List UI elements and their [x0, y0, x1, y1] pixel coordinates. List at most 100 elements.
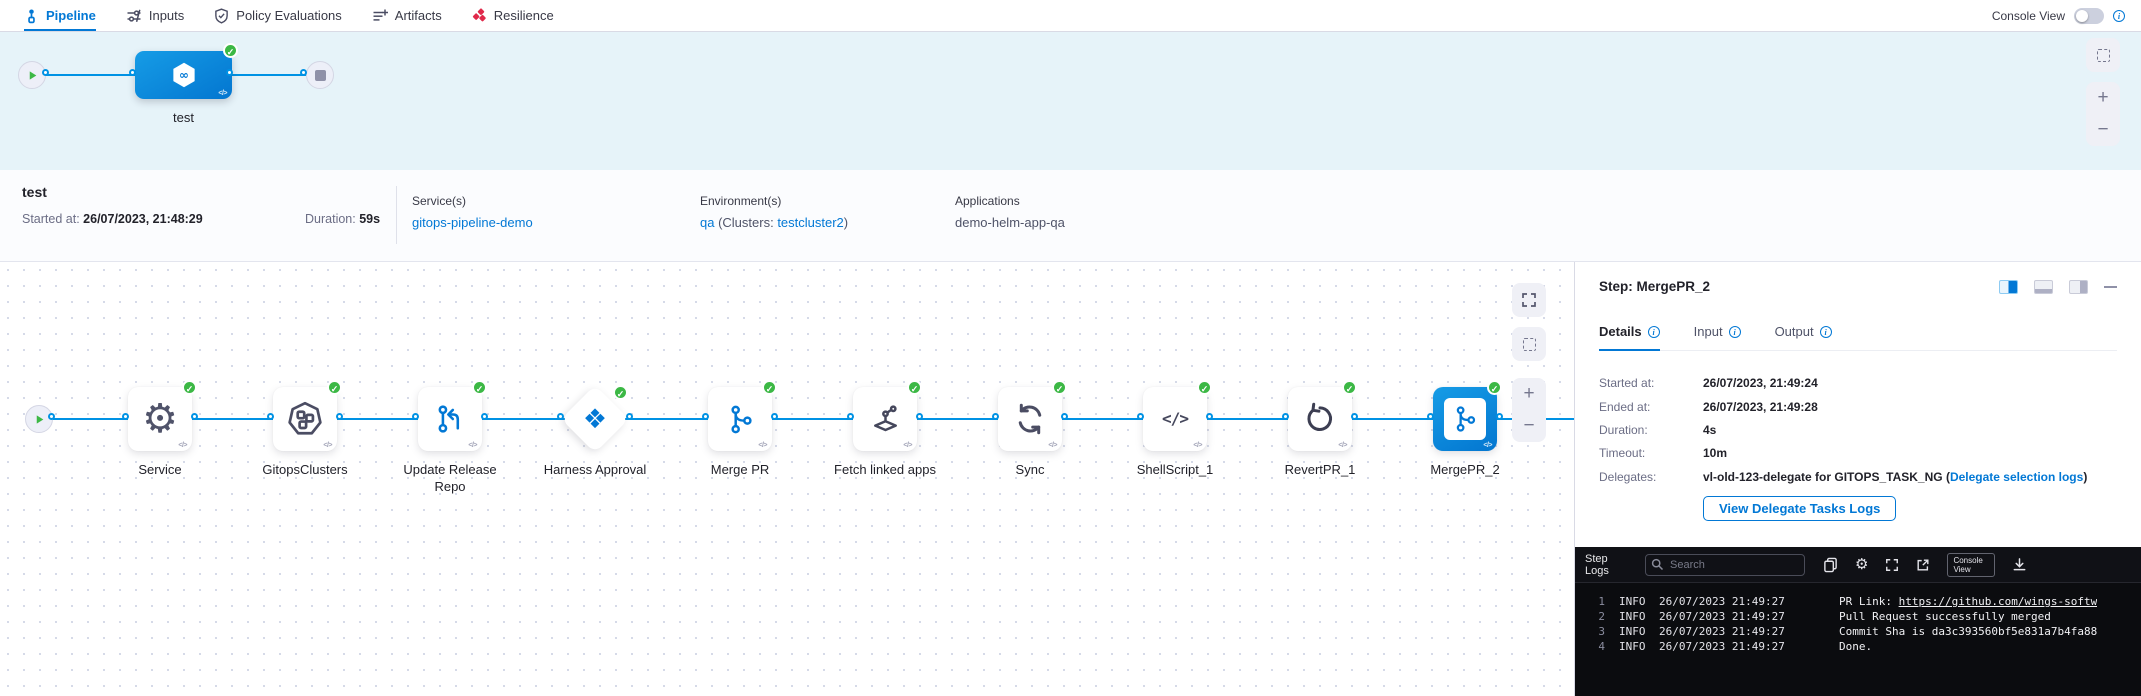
- step-node-mergepr-2[interactable]: ✓ </> MergePR_2: [1427, 380, 1503, 477]
- gear-icon: ⚙: [142, 396, 178, 442]
- tab-policy-evaluations[interactable]: Policy Evaluations: [214, 0, 342, 31]
- expand-fullscreen-icon[interactable]: [1885, 558, 1899, 572]
- step-node-harness-approval[interactable]: ❖ ✓ Harness Approval: [544, 385, 646, 477]
- multi-select-button[interactable]: [1512, 327, 1546, 361]
- log-row: 4 INFO 26/07/2023 21:49:27 Done.: [1598, 640, 1873, 653]
- zoom-in-button[interactable]: +: [1523, 383, 1535, 404]
- search-icon: [1651, 558, 1664, 570]
- connector-dot: [129, 69, 136, 76]
- step-node-sync[interactable]: ✓ </> Sync: [992, 380, 1068, 477]
- step-node-revertpr-1[interactable]: ✓ </> RevertPR_1: [1282, 380, 1358, 477]
- clusters-text-end: ): [843, 215, 849, 230]
- code-icon: </>: [1193, 442, 1202, 449]
- environment-link[interactable]: qa: [700, 215, 715, 230]
- node-label: Merge PR: [710, 462, 770, 477]
- connector-dot: [481, 413, 488, 420]
- connector-dot: [557, 413, 564, 420]
- connector-dot: [916, 413, 923, 420]
- code-icon: </>: [468, 442, 477, 449]
- applications-label: Applications: [955, 194, 1020, 208]
- minimize-panel-icon[interactable]: [2104, 286, 2117, 288]
- node-label: Harness Approval: [543, 462, 647, 477]
- success-check-icon: ✓: [762, 380, 777, 395]
- detail-row-timeout: Timeout: 10m: [1599, 446, 1728, 460]
- stage-node-test[interactable]: ∞ ✓ </>: [135, 43, 238, 99]
- started-at: Started at: 26/07/2023, 21:48:29: [22, 212, 203, 226]
- step-node-fetch-linked-apps[interactable]: ✓ </> Fetch linked apps: [834, 380, 936, 477]
- delegate-selection-logs-link[interactable]: Delegate selection logs: [1949, 470, 2084, 484]
- fullscreen-button[interactable]: [1512, 283, 1546, 317]
- marquee-icon: [1522, 337, 1536, 351]
- download-logs-icon[interactable]: [2012, 557, 2027, 572]
- code-icon: </>: [218, 90, 227, 97]
- play-icon: [29, 70, 36, 80]
- info-icon[interactable]: [1819, 325, 1832, 338]
- multi-select-button[interactable]: [2086, 38, 2120, 72]
- node-label: ShellScript_1: [1136, 462, 1214, 477]
- tab-output[interactable]: Output: [1775, 322, 1832, 351]
- console-view-toggle[interactable]: [2074, 8, 2104, 24]
- service-link[interactable]: gitops-pipeline-demo: [412, 215, 533, 230]
- tab-input[interactable]: Input: [1694, 322, 1741, 351]
- cluster-link[interactable]: testcluster2: [777, 215, 844, 230]
- step-node-shellscript-1[interactable]: </> ✓ </> ShellScript_1: [1137, 380, 1213, 477]
- node-label: Service: [138, 462, 182, 477]
- tab-label: Policy Evaluations: [236, 8, 342, 23]
- execution-graph-canvas[interactable]: ⚙ ✓ </> Service ✓ </> GitopsClusters ✓ <…: [0, 262, 1574, 696]
- play-icon: [36, 414, 43, 424]
- layout-right-split-icon[interactable]: [1999, 280, 2018, 294]
- step-node-service[interactable]: ⚙ ✓ </> Service: [122, 380, 198, 477]
- layout-bottom-icon[interactable]: [2034, 280, 2053, 294]
- stop-icon: [314, 69, 326, 81]
- code-icon: </>: [903, 442, 912, 449]
- console-view-button[interactable]: Console View: [1947, 552, 1996, 577]
- tab-pipeline[interactable]: Pipeline: [24, 0, 96, 31]
- success-check-icon: ✓: [472, 380, 487, 395]
- svg-text:∞: ∞: [179, 68, 189, 82]
- search-input[interactable]: [1645, 553, 1805, 576]
- info-icon[interactable]: [1728, 325, 1741, 338]
- stage-zoom-controls: + −: [2086, 82, 2120, 146]
- node-label: Sync: [1015, 462, 1045, 477]
- zoom-in-button[interactable]: +: [2097, 87, 2109, 108]
- tab-details[interactable]: Details: [1599, 322, 1660, 351]
- fetch-linked-apps-icon: [873, 404, 897, 431]
- environments-label: Environment(s): [700, 194, 782, 208]
- connector-dot: [702, 413, 709, 420]
- clusters-text: (Clusters:: [714, 215, 778, 230]
- connector-dot: [48, 413, 55, 420]
- copy-icon[interactable]: [1823, 557, 1838, 573]
- step-node-gitopsclusters[interactable]: ✓ </> GitopsClusters: [262, 380, 348, 477]
- console-actions: ⚙ Console View: [1823, 552, 2027, 577]
- tab-artifacts[interactable]: Artifacts: [372, 0, 442, 31]
- connector-dot: [412, 413, 419, 420]
- view-delegate-tasks-logs-button[interactable]: View Delegate Tasks Logs: [1703, 496, 1897, 521]
- step-node-merge-pr[interactable]: ✓ </> Merge PR: [702, 380, 778, 477]
- applications-column: Applications demo-helm-app-qa: [955, 194, 1065, 230]
- code-icon: </>: [323, 442, 332, 449]
- step-node-update-release-repo[interactable]: ✓ </> Update Release Repo: [403, 380, 497, 494]
- step-panel-tabs: Details Input Output: [1599, 322, 2117, 351]
- log-row: 2 INFO 26/07/2023 21:49:27 Pull Request su…: [1598, 610, 2051, 623]
- connector-dot: [336, 413, 343, 420]
- stage-graph-strip: ∞ ✓ </> test + −: [0, 32, 2141, 170]
- execution-meta-bar: test Started at: 26/07/2023, 21:48:29 Du…: [0, 170, 2141, 262]
- top-nav: Pipeline Inputs Policy Evaluations Artif…: [0, 0, 2141, 32]
- zoom-out-button[interactable]: −: [2097, 119, 2109, 140]
- connector-dot: [1351, 413, 1358, 420]
- tab-inputs[interactable]: Inputs: [126, 0, 184, 31]
- node-label: MergePR_2: [1430, 462, 1500, 477]
- open-external-icon[interactable]: [1916, 558, 1930, 572]
- tab-resilience[interactable]: Resilience: [472, 0, 554, 31]
- info-icon[interactable]: [1647, 325, 1660, 338]
- connector-dot: [1061, 413, 1068, 420]
- stage-connector-line: [232, 74, 307, 76]
- layout-right-icon[interactable]: [2069, 280, 2088, 294]
- zoom-out-button[interactable]: −: [1523, 415, 1535, 436]
- info-icon[interactable]: [2113, 10, 2125, 22]
- marquee-icon: [2096, 48, 2110, 62]
- log-settings-gear-icon[interactable]: ⚙: [1855, 555, 1869, 573]
- console-view-label: Console View: [1991, 9, 2065, 23]
- connector-dot: [1427, 413, 1434, 420]
- pr-link[interactable]: https://github.com/wings-softw: [1898, 595, 2098, 608]
